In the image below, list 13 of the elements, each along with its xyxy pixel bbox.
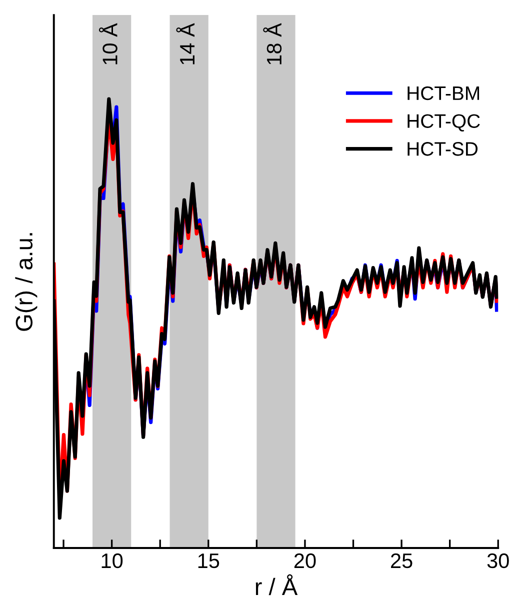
legend-label: HCT-QC [408,114,480,132]
x-tick-label: 15 [198,554,220,568]
x-tick-label: 20 [294,553,316,568]
y-axis-title: G(r) / a.u. [15,233,38,331]
x-tick-label: 10 [102,553,123,568]
band-label: 10 Å [98,23,118,64]
x-tick-label: 25 [391,553,412,568]
x-axis-title: r / Å [256,574,298,596]
legend-label: HCT-SD [408,142,478,156]
x-tick-label: 30 [487,553,509,568]
band-label: 14 Å [176,23,194,64]
legend-label: HCT-BM [408,86,480,100]
band-label: 18 Å [263,23,282,64]
